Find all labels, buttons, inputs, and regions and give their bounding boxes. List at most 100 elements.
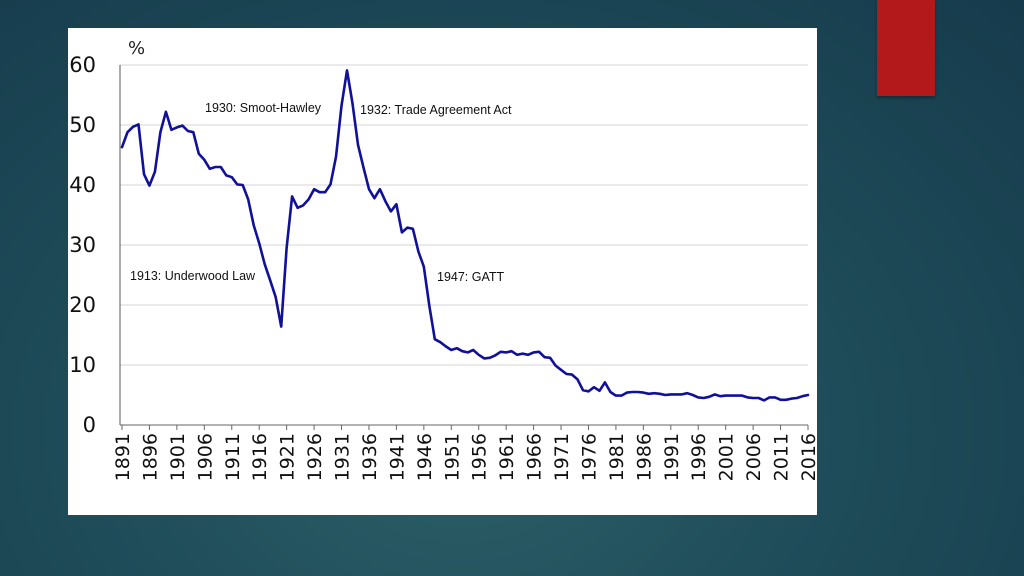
data-point: [187, 130, 189, 132]
data-point: [692, 394, 694, 396]
data-point: [417, 251, 419, 253]
data-point: [736, 395, 738, 397]
x-tick-label: 2006: [743, 433, 765, 481]
data-point: [697, 396, 699, 398]
x-tick-label: 1906: [194, 433, 216, 481]
data-point: [478, 354, 480, 356]
data-point: [445, 345, 447, 347]
data-point: [423, 266, 425, 268]
annotation-underwood-law: 1913: Underwood Law: [130, 269, 256, 283]
data-point: [533, 351, 535, 353]
data-point: [269, 279, 271, 281]
slide-accent-bar: [877, 0, 935, 96]
y-axis-unit-label: %: [128, 38, 145, 59]
data-point: [170, 129, 172, 131]
data-point: [401, 231, 403, 233]
data-point: [247, 198, 249, 200]
data-point: [362, 167, 365, 169]
data-point: [275, 296, 277, 298]
data-point: [560, 369, 562, 371]
data-point: [489, 357, 491, 359]
data-point: [730, 395, 732, 397]
data-point: [434, 338, 436, 340]
annotation-trade-agreement-act: 1932: Trade Agreement Act: [360, 103, 512, 117]
data-point: [796, 397, 798, 399]
x-tick-label: 1971: [551, 433, 573, 481]
data-point: [494, 354, 496, 356]
y-tick-label: 60: [69, 53, 96, 77]
x-tick-label: 1931: [332, 433, 354, 481]
data-point: [538, 351, 540, 353]
data-point: [390, 210, 392, 212]
x-tick-labels: 1891 1896 1901 1906 1911 1916 1921 1926 1931 1936…: [112, 425, 817, 481]
data-point: [242, 184, 244, 186]
data-point: [126, 131, 129, 133]
data-point: [340, 105, 343, 107]
x-tick-label: 2011: [771, 433, 793, 481]
data-point: [516, 354, 518, 356]
data-point: [329, 183, 332, 185]
data-point: [543, 356, 546, 358]
data-point: [286, 247, 288, 249]
data-point: [395, 203, 397, 205]
data-point: [450, 349, 452, 351]
x-tick-label: 1921: [277, 433, 299, 481]
data-point: [549, 357, 551, 359]
x-tick-label: 1966: [524, 433, 546, 481]
data-point: [576, 378, 579, 380]
data-point: [779, 399, 782, 401]
x-tick-label: 1901: [167, 433, 189, 481]
data-point: [642, 392, 644, 394]
data-point: [351, 102, 354, 104]
x-tick-label: 1936: [359, 433, 381, 481]
data-point: [571, 374, 573, 376]
data-point: [522, 353, 524, 355]
data-point: [143, 173, 145, 175]
data-point: [428, 305, 430, 307]
data-point: [253, 224, 255, 226]
data-point: [725, 395, 727, 397]
data-point: [318, 191, 321, 193]
data-point: [203, 159, 205, 161]
y-tick-labels: 0 10 20 30 40 50 60: [69, 53, 96, 437]
x-tick-label: 1941: [386, 433, 408, 481]
data-point: [307, 198, 310, 200]
data-point: [620, 395, 623, 397]
data-point: [807, 394, 809, 396]
x-tick-label: 1996: [688, 433, 710, 481]
data-point: [373, 197, 376, 199]
data-point: [747, 396, 749, 398]
data-point: [461, 350, 463, 352]
data-point: [159, 131, 162, 133]
data-point: [379, 188, 381, 190]
data-point: [615, 395, 617, 397]
data-point: [176, 126, 178, 128]
data-point: [801, 395, 804, 397]
x-tick-label: 1926: [304, 433, 326, 481]
data-point: [165, 111, 167, 113]
data-point: [456, 347, 458, 349]
x-tick-label: 2016: [798, 433, 817, 481]
data-point: [225, 174, 227, 176]
data-point: [121, 146, 123, 148]
data-point: [758, 397, 760, 399]
x-tick-label: 1981: [606, 433, 628, 481]
data-point: [587, 390, 590, 392]
x-tick-label: 1916: [249, 433, 271, 481]
data-point: [681, 393, 683, 395]
data-point: [719, 395, 721, 397]
data-point: [335, 156, 337, 158]
data-point: [752, 397, 754, 399]
data-point: [154, 171, 156, 173]
data-point: [297, 207, 299, 209]
data-point: [368, 188, 370, 190]
data-point: [231, 176, 233, 178]
data-point: [505, 351, 507, 353]
chart-panel: 0 10 20 30 40 50 60 1891 1896 1901 1906 1911 1916 19…: [68, 28, 817, 515]
data-point: [708, 396, 710, 398]
x-tick-label: 1911: [222, 433, 244, 481]
data-point: [604, 381, 606, 383]
data-point: [346, 69, 348, 71]
data-point: [406, 227, 408, 229]
data-point: [714, 393, 716, 395]
